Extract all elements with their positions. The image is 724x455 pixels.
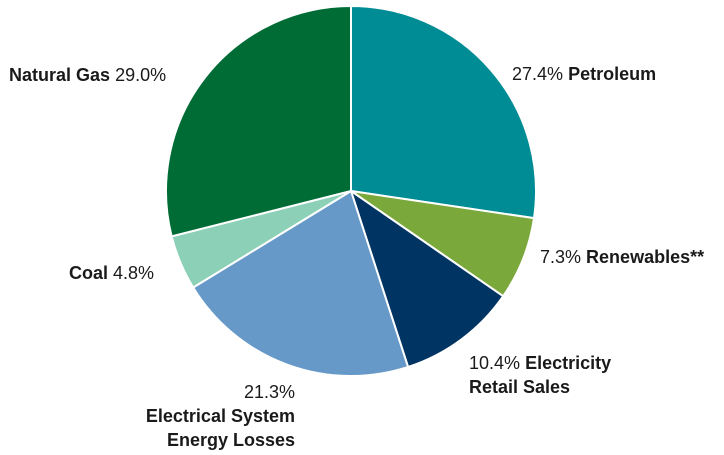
label-naturalgas-value: 29.0% [115,65,167,85]
label-natural-gas: Natural Gas 29.0% [9,63,166,87]
label-coal-name: Coal [69,263,109,283]
label-petroleum-value: 27.4% [512,64,564,84]
label-electricity-retail-sales: 10.4% Electricity Retail Sales [469,351,611,399]
label-coal-value: 4.8% [113,263,155,283]
pie-slice-electricity-retail-sales [350,190,505,368]
label-petroleum-name: Petroleum [568,64,657,84]
label-renewables-name: Renewables** [586,247,705,267]
label-electrical-system-energy-losses: 21.3% Electrical System Energy Losses [125,380,295,452]
pie-slices [165,5,537,377]
label-renewables-value: 7.3% [540,247,582,267]
label-electricity-name-line1: Electricity [525,353,612,373]
label-electricity-name-line2: Retail Sales [469,377,571,397]
label-naturalgas-name: Natural Gas [9,65,111,85]
pie-slice-natural-gas [165,5,352,238]
pie-slice-petroleum [350,5,537,220]
label-electricity-value: 10.4% [469,353,521,373]
pie-slice-electrical-system-energy-losses [192,190,410,377]
label-losses-name-line1: Electrical System [145,406,295,426]
label-renewables: 7.3% Renewables** [540,245,704,269]
label-petroleum: 27.4% Petroleum [512,62,656,86]
label-losses-name-line2: Energy Losses [166,430,295,450]
label-losses-value: 21.3% [243,382,295,402]
label-coal: Coal 4.8% [69,261,154,285]
